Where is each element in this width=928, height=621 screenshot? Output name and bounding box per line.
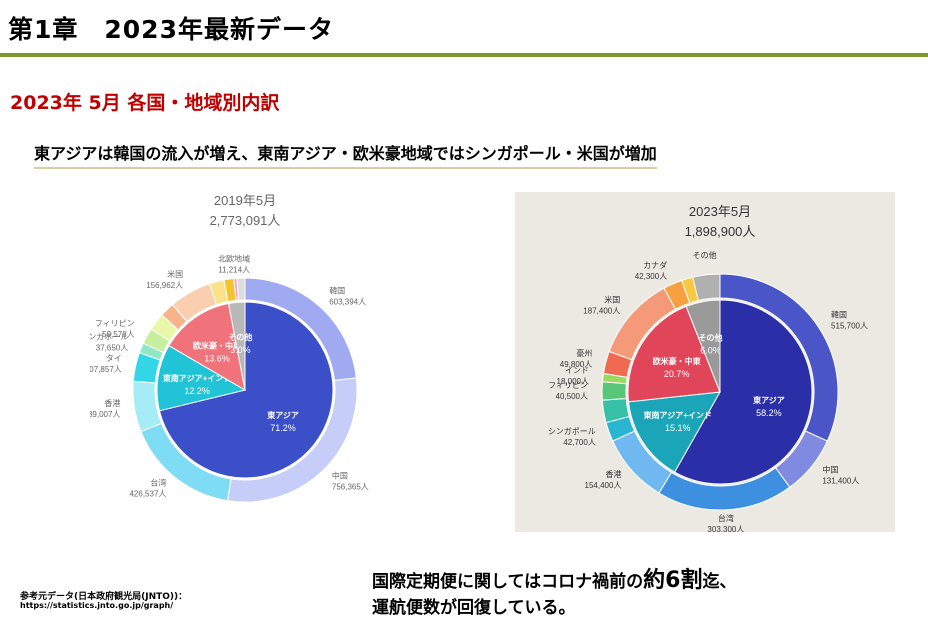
chart-title: 2023年5月: [689, 204, 751, 219]
outer-slice-value: 154,400人: [585, 481, 622, 490]
outer-slice-value: 426,537人: [129, 489, 166, 498]
outer-slice-name: 韓国: [329, 285, 345, 295]
outer-slice-name: 中国: [332, 470, 348, 480]
outer-slice-value: 187,400人: [583, 307, 620, 316]
inner-slice-label: 15.1%: [665, 423, 691, 433]
note-text-post: 迄、: [702, 572, 737, 592]
outer-slice-value: 37,650人: [96, 344, 128, 353]
outer-slice-name: 台湾: [718, 513, 734, 523]
inner-slice: [673, 299, 813, 485]
inner-slice-label: 20.7%: [664, 369, 690, 379]
outer-slice-name: 米国: [604, 295, 620, 305]
inner-slice-label: 13.6%: [204, 353, 230, 363]
outer-slice-value: 131,400人: [822, 476, 859, 485]
outer-slice-name: 北欧地域: [218, 253, 250, 263]
outer-slice-name: シンガポール: [90, 332, 128, 342]
inner-slice-name: 東アジア: [267, 410, 299, 420]
inner-slice: [627, 305, 721, 403]
outer-slice-value: 49,800人: [560, 360, 592, 369]
outer-slice: [601, 381, 627, 401]
outer-slice-value: 156,962人: [146, 281, 183, 290]
inner-slice-name: 欧米豪・中東: [653, 356, 701, 366]
outer-slice-name: シンガポール: [548, 426, 596, 436]
page-title: 第1章 2023年最新データ: [8, 15, 334, 44]
outer-slice-name: 台湾: [150, 477, 166, 487]
outer-slice-name: インド: [565, 366, 589, 375]
note-text-pre: 国際定期便に関してはコロナ禍前の: [372, 572, 644, 592]
source-label: 参考元データ(日本政府観光局(JNTO))：: [20, 592, 188, 602]
inner-slice-label: 12.2%: [184, 386, 210, 396]
outer-slice-value: 515,700人: [831, 322, 868, 331]
chart-total: 1,898,900人: [685, 224, 756, 239]
inner-slice-name: その他: [228, 332, 252, 342]
note-text-emphasis: 約6割: [643, 568, 703, 593]
lead-text: 東アジアは韓国の流入が増え、東南アジア・欧米豪地域ではシンガポール・米国が増加: [34, 140, 657, 169]
outer-slice-name: 中国: [822, 464, 838, 474]
outer-slice-value: 42,700人: [563, 438, 595, 447]
inner-slice-name: 東アジア: [753, 395, 785, 405]
outer-slice-name: 豪州: [576, 348, 592, 358]
outer-slice-value: 59,578人: [102, 330, 134, 339]
chart-title: 2019年5月: [214, 193, 276, 208]
outer-slice-name: 韓国: [831, 310, 847, 320]
outer-slice: [692, 273, 721, 302]
title-divider: [0, 53, 928, 57]
outer-slice: [236, 277, 246, 301]
outer-slice-name: フィリピン: [95, 319, 135, 328]
note-text: 国際定期便に関してはコロナ禍前の約6割迄、 運航便数が回復している。: [372, 568, 736, 621]
inner-slice-name: 東南アジア+インド: [644, 410, 712, 420]
outer-slice-value: 107,857人: [90, 365, 122, 374]
outer-slice-value: 303,300人: [707, 525, 744, 532]
inner-slice: [685, 299, 721, 393]
outer-slice-value: 189,007人: [90, 410, 120, 419]
inner-slice-label: 6.0%: [700, 345, 721, 355]
outer-slice-name: その他: [693, 250, 717, 260]
chart-2023-panel: 2023年5月 1,898,900人東アジア 58.2% 東南アジア+インド 15.1%…: [515, 192, 895, 532]
outer-slice-value: 11,214人: [218, 265, 250, 274]
outer-slice-value: 40,500人: [556, 392, 588, 401]
outer-slice-value: 42,300人: [635, 272, 667, 281]
inner-slice-name: 東南アジア+インド: [163, 373, 231, 383]
outer-slice-value: 603,394人: [329, 297, 366, 306]
inner-slice: [156, 344, 247, 412]
outer-slice-name: 米国: [167, 269, 183, 279]
outer-slice-name: 香港: [104, 398, 120, 408]
note-text-line2: 運航便数が回復している。: [372, 598, 576, 618]
inner-slice-label: 58.2%: [756, 408, 782, 418]
source-url: https://statistics.jnto.go.jp/graph/: [20, 601, 174, 610]
chart-total: 2,773,091人: [210, 213, 281, 228]
inner-slice: [627, 391, 721, 473]
outer-slice-value: 18,000人: [557, 377, 589, 386]
outer-slice-value: 756,365人: [332, 482, 369, 491]
inner-slice-label: 71.2%: [270, 423, 296, 433]
inner-slice-name: その他: [699, 332, 723, 342]
outer-slice-name: フィリピン: [548, 381, 588, 390]
outer-slice-name: カナダ: [643, 260, 667, 270]
inner-slice: [168, 302, 246, 391]
section-subtitle: 2023年 5月 各国・地域別内訳: [10, 92, 280, 114]
outer-slice-name: タイ: [106, 354, 122, 363]
inner-slice: [227, 301, 246, 391]
outer-slice-name: 香港: [605, 469, 621, 479]
inner-slice-label: 3.0%: [230, 345, 251, 355]
inner-slice-name: 欧米豪・中東: [193, 340, 241, 350]
inner-slice: [158, 301, 334, 479]
chart-2019-panel: 2019年5月 2,773,091人東アジア 71.2% 東南アジア+インド 12.2%…: [90, 190, 420, 530]
